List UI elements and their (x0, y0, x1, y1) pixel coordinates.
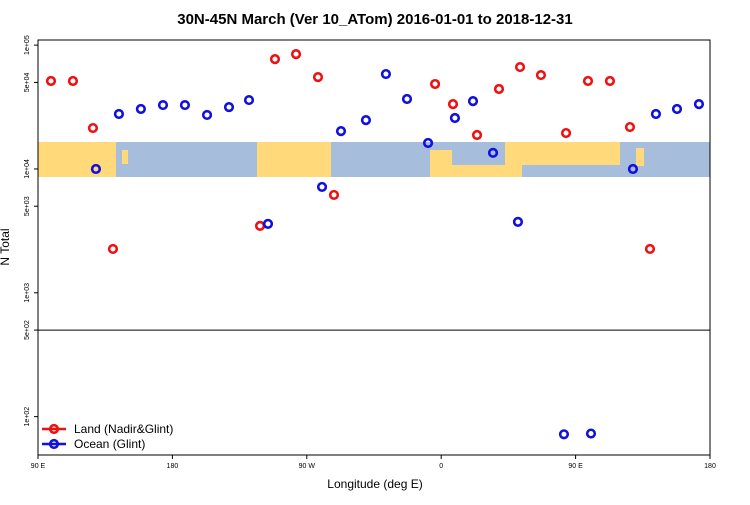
point (487, 147, 499, 158)
x-axis-label: Longitude (deg E) (327, 477, 422, 491)
point (87, 122, 99, 134)
point (312, 71, 324, 83)
point (650, 108, 662, 120)
point (328, 189, 340, 201)
point (201, 109, 213, 121)
x-tick-label: 0 (439, 463, 443, 470)
point (269, 54, 281, 65)
legend-label: Land (Nadir&Glint) (74, 422, 173, 436)
y-tick-label: 5e+03 (24, 196, 31, 216)
point (290, 49, 302, 60)
x-tick-label: 90 W (299, 463, 316, 470)
point (113, 108, 125, 120)
point (380, 68, 392, 80)
point (179, 99, 191, 111)
x-tick-label: 180 (167, 463, 179, 470)
point (45, 75, 57, 87)
y-tick-label: 1e+03 (24, 283, 31, 303)
point (135, 103, 146, 115)
y-tick-label: 1e+05 (24, 35, 31, 55)
legend-marker (48, 423, 60, 435)
point (671, 103, 683, 115)
point (644, 243, 656, 255)
legend-label: Ocean (Glint) (74, 437, 145, 451)
point (262, 218, 274, 230)
point (243, 94, 255, 106)
point (693, 99, 705, 110)
y-tick-label: 5e+04 (24, 72, 31, 92)
point (512, 216, 524, 227)
point (471, 129, 483, 141)
point (401, 93, 413, 105)
x-tick-label: 90 E (568, 463, 583, 470)
point (429, 78, 441, 90)
x-tick-label: 90 E (31, 463, 46, 470)
point (535, 69, 547, 81)
point (560, 127, 572, 139)
y-tick-label: 1e+02 (24, 407, 31, 427)
point (467, 96, 479, 107)
plot-frame (37, 39, 711, 456)
point (624, 121, 636, 133)
map-band (38, 142, 710, 177)
point (90, 163, 102, 175)
point (360, 115, 372, 126)
point (422, 137, 434, 149)
point (157, 99, 169, 111)
point (223, 101, 235, 113)
point (67, 75, 79, 87)
point (254, 220, 266, 231)
chart-title: 30N-45N March (Ver 10_ATom) 2016-01-01 t… (177, 11, 572, 28)
y-tick-label: 5e+02 (24, 320, 31, 340)
y-tick-label: 1e+04 (24, 159, 31, 179)
point (585, 428, 597, 439)
point (514, 61, 526, 73)
point (493, 83, 505, 95)
point (449, 112, 461, 124)
point (107, 243, 119, 255)
point (335, 126, 347, 137)
legend-marker (48, 438, 60, 450)
x-tick-label: 180 (704, 463, 716, 470)
point (604, 75, 616, 87)
point (558, 429, 570, 440)
point (316, 181, 328, 193)
y-axis-label: N Total (0, 228, 12, 265)
point (582, 75, 594, 87)
point (447, 99, 459, 110)
point (627, 163, 639, 175)
